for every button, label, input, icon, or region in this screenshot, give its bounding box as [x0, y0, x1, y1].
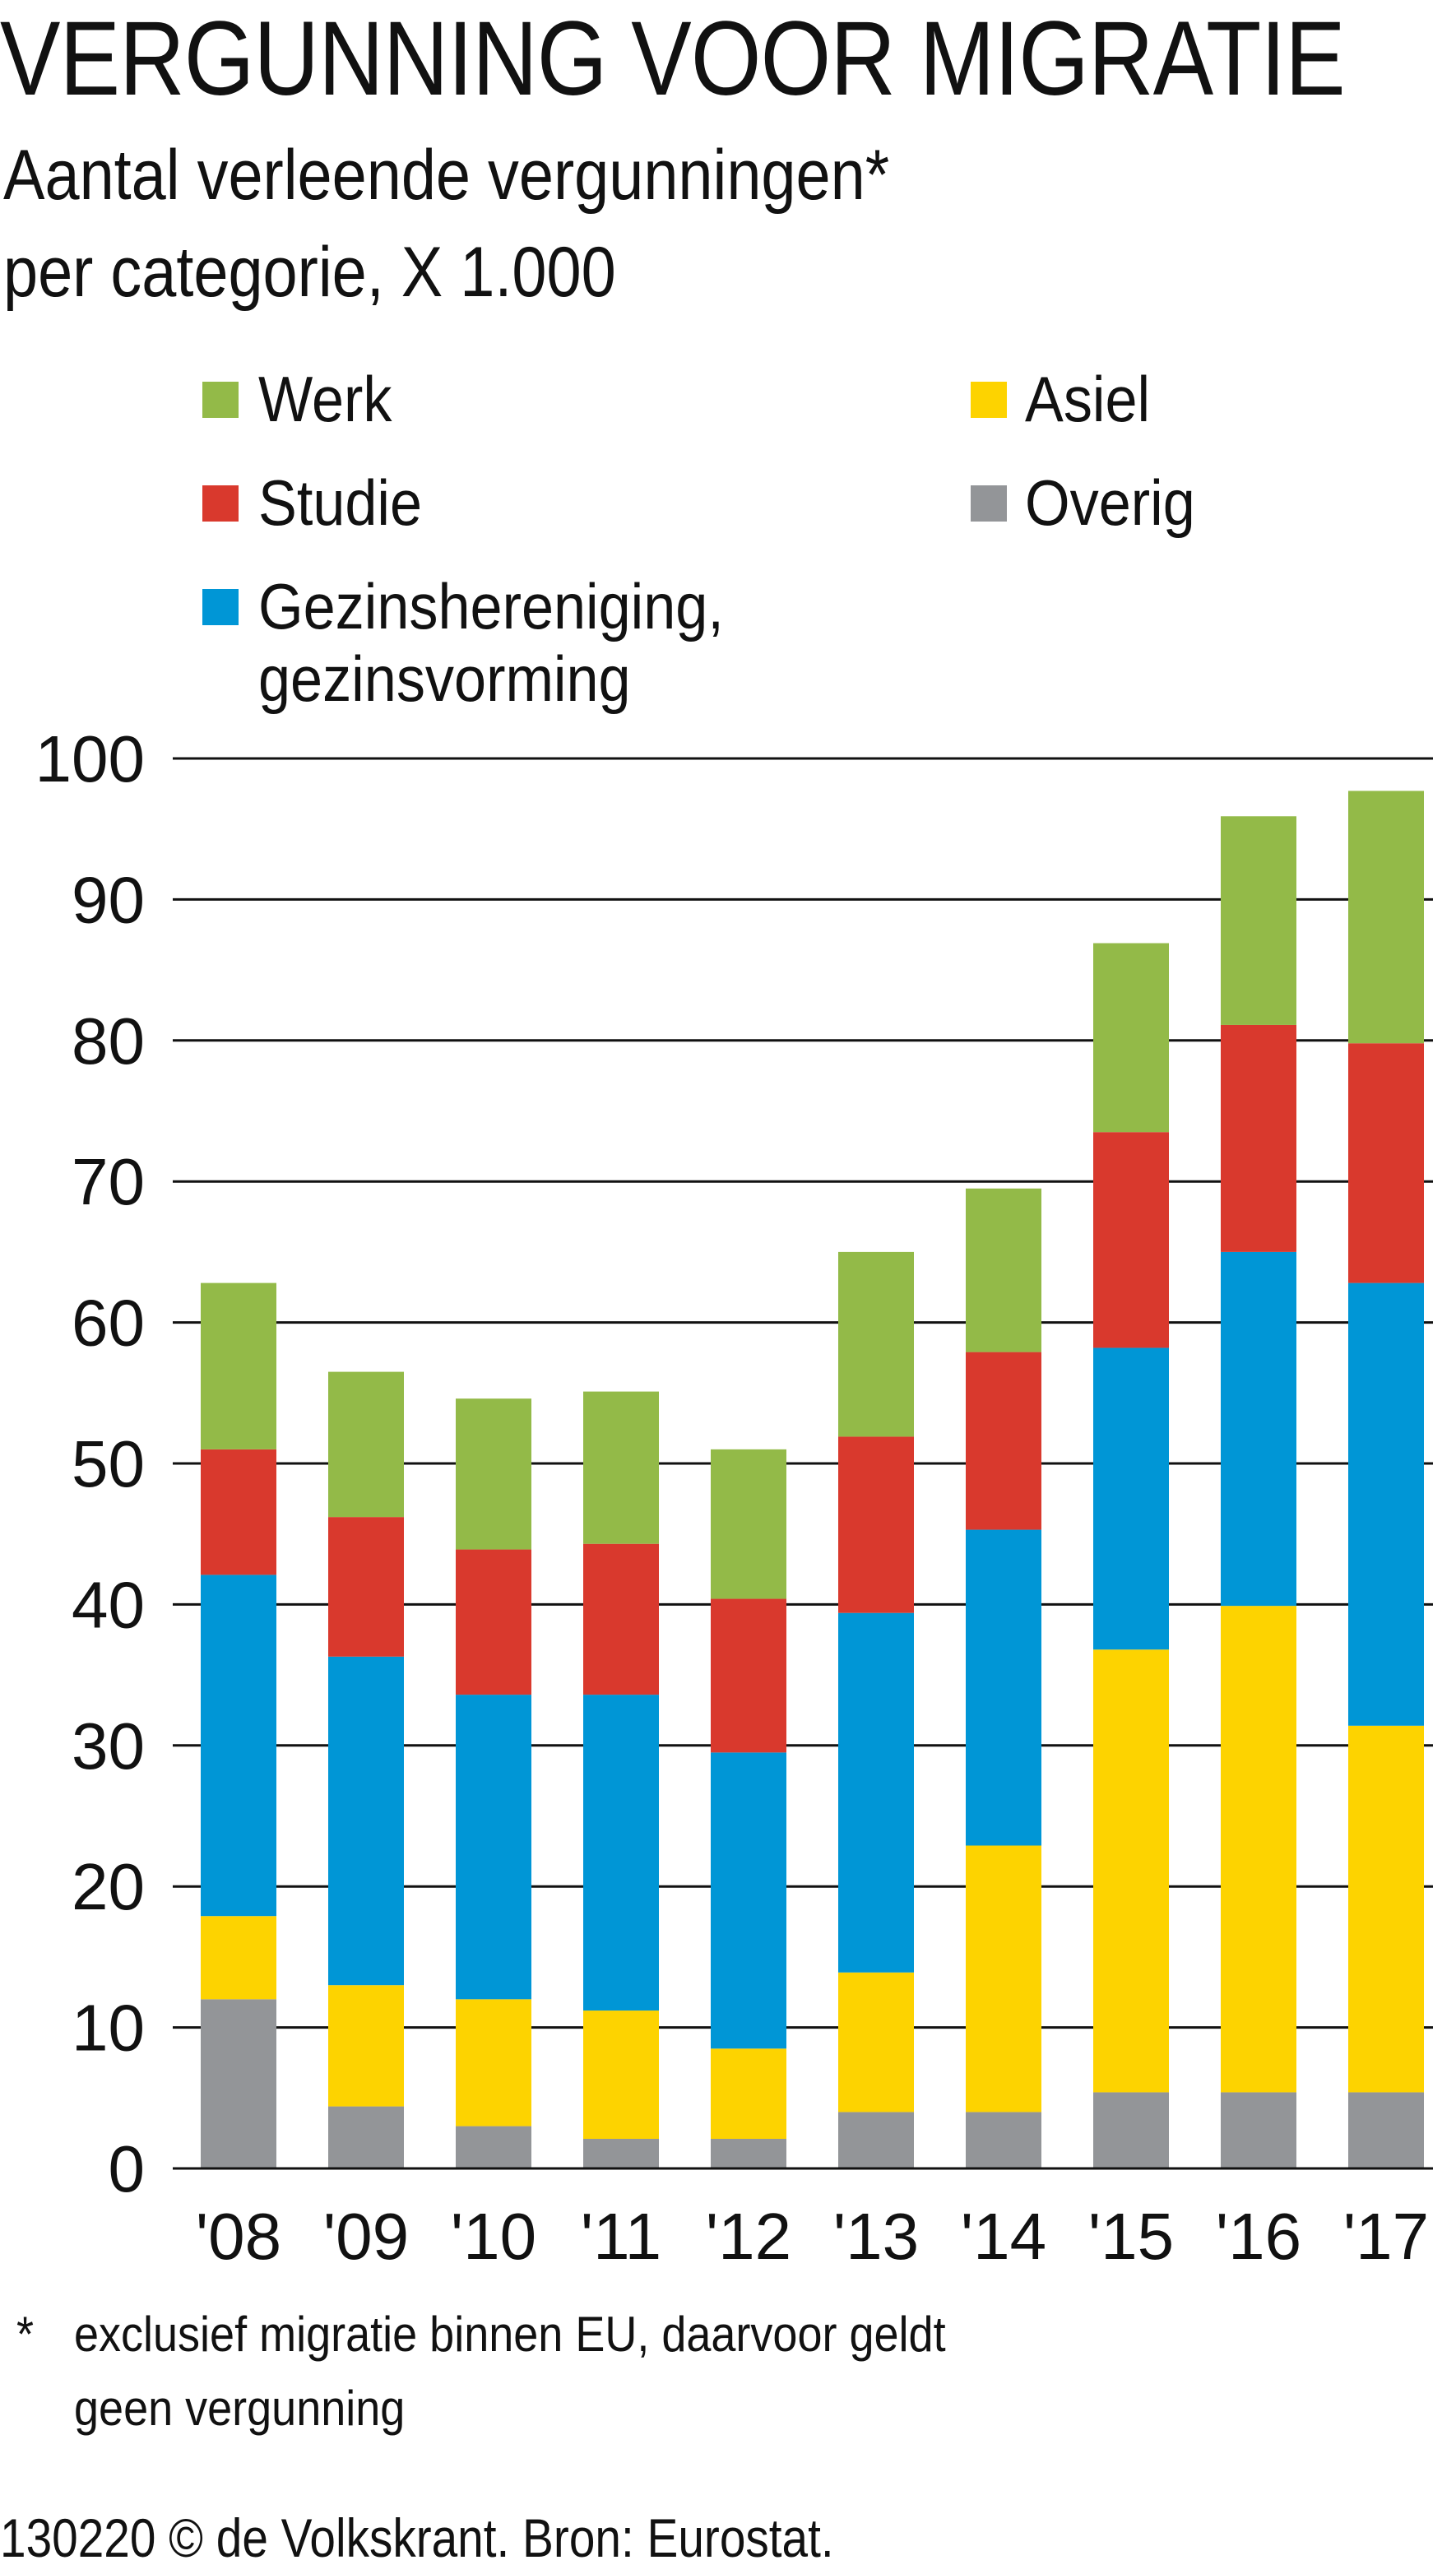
bar-segment-gezinshereniging-16 [1221, 1251, 1296, 1607]
legend-label-gezins-2: gezinsvorming [258, 642, 631, 715]
legend-swatch-studie [202, 485, 239, 522]
bar-segment-asiel-15 [1093, 1649, 1169, 2093]
bar-segment-studie-15 [1093, 1132, 1169, 1348]
source-credit: 130220 © de Volkskrant. Bron: Eurostat. [0, 2507, 834, 2568]
y-tick-label: 10 [72, 1992, 145, 2065]
bar-segment-studie-13 [838, 1436, 914, 1613]
x-tick-label: '14 [961, 2200, 1046, 2273]
bar-segment-studie-10 [456, 1549, 531, 1695]
y-tick-label: 40 [72, 1568, 145, 1641]
bar-segment-gezinshereniging-08 [201, 1575, 276, 1917]
bar-segment-gezinshereniging-15 [1093, 1347, 1169, 1650]
y-tick-label: 20 [72, 1850, 145, 1923]
bar-segment-asiel-13 [838, 1972, 914, 2113]
x-tick-label: '16 [1216, 2200, 1301, 2273]
footnote-mark: * [16, 2307, 35, 2362]
bar-segment-werk-08 [201, 1282, 276, 1449]
bar-segment-studie-12 [711, 1598, 786, 1753]
y-tick-label: 100 [35, 722, 145, 795]
x-tick-label: '10 [451, 2200, 536, 2273]
bar-segment-overig-17 [1348, 2092, 1424, 2168]
bar-segment-gezinshereniging-09 [328, 1656, 404, 1986]
x-tick-label: '12 [706, 2200, 791, 2273]
bar-segment-werk-10 [456, 1398, 531, 1550]
chart-subtitle-line-2: per categorie, X 1.000 [3, 233, 616, 312]
x-tick-label: '13 [833, 2200, 919, 2273]
bar-segment-studie-17 [1348, 1043, 1424, 1283]
bar-segment-werk-12 [711, 1449, 786, 1599]
x-tick-label: '09 [323, 2200, 409, 2273]
y-tick-label: 50 [72, 1427, 145, 1500]
legend-label-gezins-1: Gezinshereniging, [258, 570, 724, 642]
bar-segment-werk-14 [966, 1188, 1041, 1352]
legend-label-studie: Studie [258, 466, 423, 539]
bar-segment-asiel-11 [583, 2011, 659, 2140]
legend-label-overig: Overig [1025, 466, 1195, 539]
bar-segment-overig-11 [583, 2139, 659, 2168]
bar-segment-werk-09 [328, 1371, 404, 1518]
y-tick-label: 0 [109, 2132, 146, 2205]
legend-label-werk: Werk [258, 363, 392, 435]
y-tick-label: 80 [72, 1004, 145, 1078]
footnote-line-1: exclusief migratie binnen EU, daarvoor g… [74, 2307, 946, 2362]
bar-segment-werk-16 [1221, 816, 1296, 1025]
bar-segment-gezinshereniging-14 [966, 1529, 1041, 1846]
bar-segment-studie-09 [328, 1517, 404, 1657]
legend-swatch-asiel [971, 382, 1007, 418]
bar-segment-studie-14 [966, 1352, 1041, 1530]
bar-segment-werk-13 [838, 1251, 914, 1437]
bar-segment-asiel-14 [966, 1845, 1041, 2113]
bar-segment-asiel-10 [456, 1999, 531, 2126]
bar-segment-gezinshereniging-13 [838, 1612, 914, 1973]
legend-label-asiel: Asiel [1025, 363, 1151, 435]
bar-segment-gezinshereniging-10 [456, 1695, 531, 2000]
bar-segment-overig-15 [1093, 2092, 1169, 2168]
x-tick-label: '15 [1088, 2200, 1174, 2273]
bar-segment-studie-11 [583, 1543, 659, 1695]
y-tick-label: 70 [72, 1145, 145, 1218]
bar-segment-overig-12 [711, 2139, 786, 2168]
legend-swatch-gezins [202, 589, 239, 625]
bar-segment-werk-17 [1348, 791, 1424, 1044]
footnote-line-2: geen vergunning [74, 2381, 406, 2436]
x-tick-label: '17 [1343, 2200, 1429, 2273]
bar-segment-studie-08 [201, 1449, 276, 1575]
bar-segment-asiel-17 [1348, 1725, 1424, 2093]
bar-segment-overig-16 [1221, 2092, 1296, 2168]
bar-segment-asiel-09 [328, 1985, 404, 2107]
y-tick-label: 90 [72, 863, 145, 936]
x-tick-label: '11 [581, 2200, 661, 2273]
bar-segment-asiel-16 [1221, 1606, 1296, 2093]
bar-segment-gezinshereniging-11 [583, 1695, 659, 2011]
bar-segment-asiel-08 [201, 1916, 276, 2000]
bar-segment-overig-08 [201, 1999, 276, 2168]
chart-title: VERGUNNING VOOR MIGRATIE [0, 0, 1346, 118]
bar-segment-overig-13 [838, 2112, 914, 2168]
legend-swatch-werk [202, 382, 239, 418]
bar-segment-overig-14 [966, 2112, 1041, 2168]
chart-subtitle-line-1: Aantal verleende vergunningen* [3, 136, 890, 215]
bar-segment-gezinshereniging-12 [711, 1752, 786, 2049]
bar-segment-overig-10 [456, 2126, 531, 2168]
legend-swatch-overig [971, 485, 1007, 522]
bar-segment-asiel-12 [711, 2048, 786, 2140]
y-tick-label: 60 [72, 1287, 145, 1360]
bar-segment-werk-11 [583, 1391, 659, 1544]
bar-segment-werk-15 [1093, 943, 1169, 1133]
bar-segment-gezinshereniging-17 [1348, 1282, 1424, 1726]
x-tick-label: '08 [196, 2200, 281, 2273]
bar-segment-studie-16 [1221, 1024, 1296, 1252]
y-tick-label: 30 [72, 1709, 145, 1783]
bar-segment-overig-09 [328, 2106, 404, 2168]
